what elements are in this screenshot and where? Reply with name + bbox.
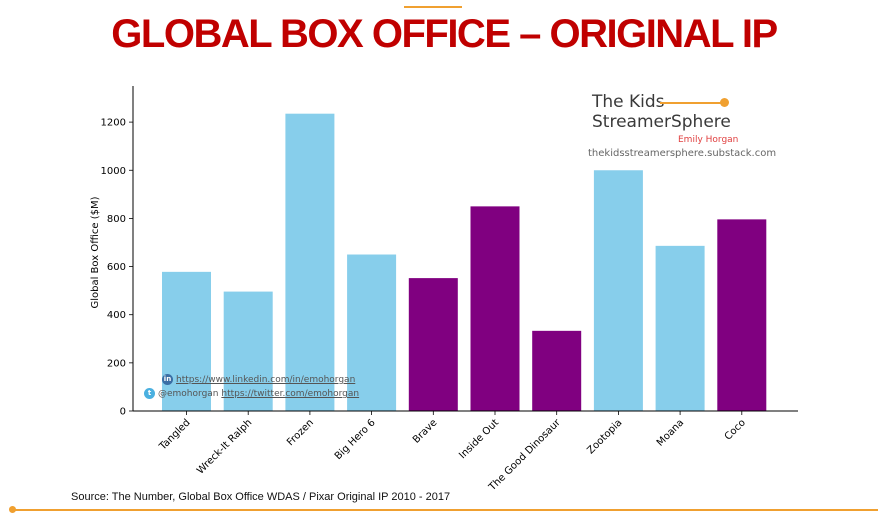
bar-0 — [162, 271, 211, 411]
y-tick-label-5: 1000 — [101, 166, 126, 177]
bar-5 — [470, 206, 520, 411]
page-title: GLOBAL BOX OFFICE – ORIGINAL IP — [111, 12, 778, 56]
y-axis-label: Global Box Office ($M) — [90, 196, 101, 308]
linkedin-row: in https://www.linkedin.com/in/emohorgan — [162, 374, 355, 385]
linkedin-link[interactable]: https://www.linkedin.com/in/emohorgan — [176, 375, 356, 385]
bar-1 — [223, 291, 273, 411]
y-tick-label-6: 1200 — [101, 118, 126, 129]
brand-author: Emily Horgan — [678, 135, 739, 145]
footer-dot — [9, 506, 16, 513]
x-tick-label-4: Brave — [411, 417, 439, 445]
x-tick-label-0: Tangled — [157, 417, 193, 453]
bar-9 — [717, 219, 767, 411]
brand-dot — [720, 98, 729, 107]
y-tick-label-4: 800 — [107, 214, 126, 225]
y-tick-label-2: 400 — [107, 310, 126, 321]
x-tick-label-2: Frozen — [285, 417, 316, 448]
y-tick-label-0: 0 — [120, 407, 126, 418]
bar-4 — [408, 278, 458, 411]
title-accent-line — [404, 6, 462, 8]
twitter-handle: @emohorgan — [158, 389, 219, 399]
x-tick-label-6: The Good Dinosaur — [486, 417, 563, 494]
x-tick-label-5: Inside Out — [457, 417, 501, 461]
x-tick-label-9: Coco — [723, 417, 748, 442]
twitter-icon: t — [144, 388, 155, 399]
brand-line-1: The Kids — [592, 92, 665, 112]
twitter-row: t @emohorgan https://twitter.com/emohorga… — [144, 388, 359, 399]
x-tick-label-7: Zootopia — [585, 417, 624, 456]
linkedin-icon: in — [162, 374, 173, 385]
twitter-link[interactable]: https://twitter.com/emohorgan — [221, 389, 360, 399]
footer-line — [12, 509, 878, 511]
x-tick-label-3: Big Hero 6 — [333, 417, 378, 462]
bar-2 — [285, 113, 335, 412]
bar-7 — [593, 170, 643, 411]
bar-6 — [532, 330, 582, 411]
brand-line-2: StreamerSphere — [592, 112, 731, 132]
brand-rule — [660, 102, 722, 104]
x-tick-label-1: Wreck-It Ralph — [195, 417, 254, 476]
y-tick-label-1: 200 — [107, 358, 126, 369]
x-tick-label-8: Moana — [655, 417, 686, 448]
y-tick-label-3: 600 — [107, 262, 126, 273]
bar-8 — [655, 245, 705, 411]
brand-logo: The Kids StreamerSphere Emily Horgan the… — [588, 92, 776, 159]
brand-url: thekidsstreamersphere.substack.com — [588, 148, 777, 159]
bar-3 — [347, 254, 397, 411]
source-note: Source: The Number, Global Box Office WD… — [71, 491, 451, 503]
